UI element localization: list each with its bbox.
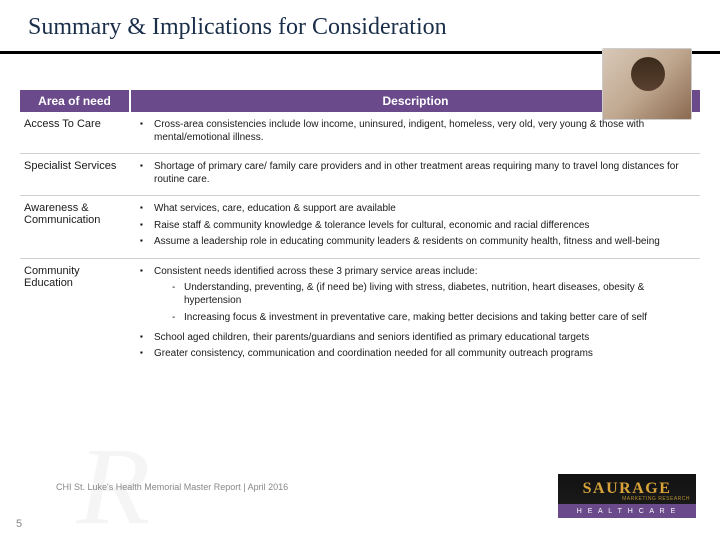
- bullet-item: School aged children, their parents/guar…: [136, 331, 694, 348]
- column-header-area: Area of need: [20, 90, 130, 112]
- desc-cell: Shortage of primary care/ family care pr…: [130, 154, 700, 196]
- page-title: Summary & Implications for Consideration: [0, 0, 720, 51]
- bullet-item: What services, care, education & support…: [136, 202, 694, 219]
- area-cell: Specialist Services: [20, 154, 130, 196]
- logo-bottom-text: H E A L T H C A R E: [577, 508, 678, 515]
- bullet-item: Cross-area consistencies include low inc…: [136, 118, 694, 147]
- bullet-text: Consistent needs identified across these…: [154, 266, 478, 277]
- bullet-list: Cross-area consistencies include low inc…: [136, 118, 694, 147]
- table-row: Access To Care Cross-area consistencies …: [20, 112, 700, 154]
- table-row: Community Education Consistent needs ide…: [20, 258, 700, 370]
- bullet-item: Greater consistency, communication and c…: [136, 347, 694, 364]
- area-cell: Access To Care: [20, 112, 130, 154]
- bullet-item: Shortage of primary care/ family care pr…: [136, 160, 694, 189]
- thumbnail-image: [602, 48, 692, 120]
- dash-list: Understanding, preventing, & (if need be…: [154, 278, 694, 328]
- table-header-row: Area of need Description: [20, 90, 700, 112]
- slide: { "title": "Summary & Implications for C…: [0, 0, 720, 540]
- bullet-item: Assume a leadership role in educating co…: [136, 235, 694, 252]
- page-number: 5: [16, 518, 22, 530]
- bullet-list: Shortage of primary care/ family care pr…: [136, 160, 694, 189]
- dash-item: Understanding, preventing, & (if need be…: [172, 280, 694, 310]
- bullet-list: Consistent needs identified across these…: [136, 265, 694, 364]
- desc-cell: Consistent needs identified across these…: [130, 258, 700, 370]
- logo-tagline: MARKETING RESEARCH: [622, 496, 690, 502]
- desc-cell: What services, care, education & support…: [130, 196, 700, 259]
- logo-bottom: H E A L T H C A R E: [558, 504, 696, 518]
- table-row: Awareness & Communication What services,…: [20, 196, 700, 259]
- brand-logo: SAURAGE MARKETING RESEARCH H E A L T H C…: [558, 474, 696, 520]
- logo-top: SAURAGE MARKETING RESEARCH: [558, 474, 696, 504]
- area-cell: Community Education: [20, 258, 130, 370]
- bullet-item: Raise staff & community knowledge & tole…: [136, 219, 694, 236]
- summary-table: Area of need Description Access To Care …: [20, 90, 700, 370]
- bullet-list: What services, care, education & support…: [136, 202, 694, 252]
- bullet-item: Consistent needs identified across these…: [136, 265, 694, 331]
- footer-text: CHI St. Luke's Health Memorial Master Re…: [56, 482, 288, 492]
- dash-item: Increasing focus & investment in prevent…: [172, 310, 694, 328]
- desc-cell: Cross-area consistencies include low inc…: [130, 112, 700, 154]
- area-cell: Awareness & Communication: [20, 196, 130, 259]
- table-row: Specialist Services Shortage of primary …: [20, 154, 700, 196]
